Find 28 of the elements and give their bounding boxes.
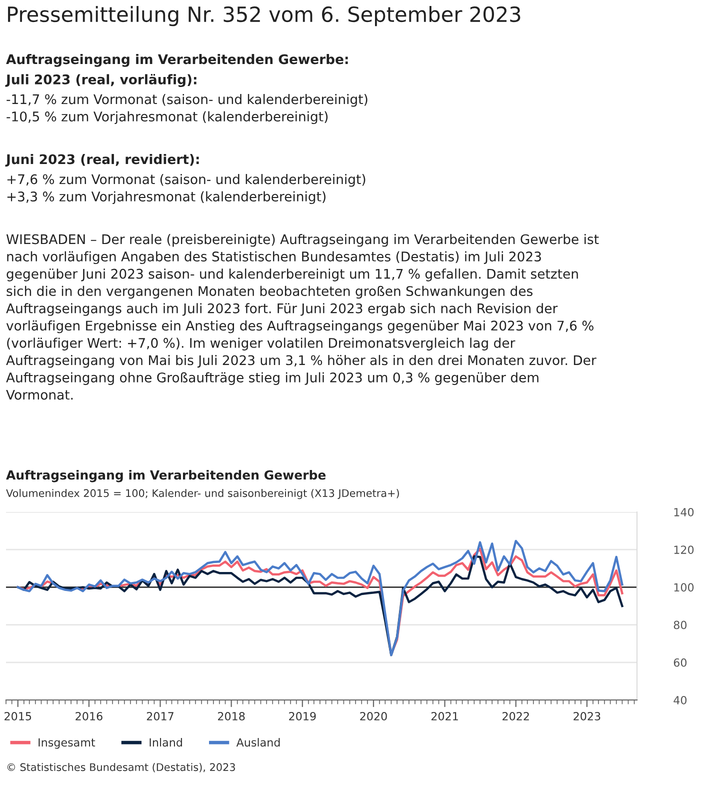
x-tick-label: 2015: [4, 712, 32, 720]
y-tick-label: 100: [674, 583, 694, 592]
legend-label: Insgesamt: [38, 738, 96, 749]
x-tick-label: 2020: [360, 712, 387, 720]
x-tick-label: 2018: [218, 712, 245, 720]
legend-label: Ausland: [236, 738, 280, 747]
y-tick-label: 140: [674, 508, 694, 516]
text: WIESBADEN – Der reale (preisbereinigte) Auftragseingang im Verarbeitenden Gewerbe ist nach vorläufigen Angaben des Statistischen Bundesamtes (Destatis) im Juli 2023 gegenüber Juni 2023 saison- und kalenderbereinigt um 11,7 % gefallen. Damit setzten sich die in den vergangenen Monaten beobachteten großen Schwankungen des Auftragseingangs auch im Juli 2023 fort. Für Juni 2023 ergab sich nach Revision der vorläufigen Ergebnisse ein Anstieg des Auftragseingangs gegenüber Mai 2023 von 7,6 % (vorläufiger Wert: +7,0 %). Im weniger volatilen Dreimonatsvergleich lag der Auftragseingang von Mai bis Juli 2023 um 3,1 % höher als in den drei Monaten zuvor. Der Auftragseingang ohne Großaufträge stieg im Juli 2023 um 0,3 % gegenüber dem Vormonat.: [6, 234, 599, 400]
x-tick-label: 2022: [502, 712, 529, 720]
text: Pressemitteilung Nr. 352 vom 6. September 2023: [8, 6, 520, 26]
text: Juli 2023 (real, vorläufig):: [5, 74, 196, 88]
x-tick-label: 2017: [146, 712, 174, 720]
y-tick-label: 60: [674, 658, 687, 667]
legend-label: Inland: [150, 738, 182, 747]
x-tick-label: 2021: [431, 712, 458, 720]
text: Juni 2023 (real, revidiert):: [5, 154, 199, 167]
y-tick-label: 80: [674, 620, 687, 630]
text: +7,6 % zum Vormonat (saison- und kalenderbereinigt) +3,3 % zum Vorjahresmonat (kalenderbereinigt): [7, 174, 366, 204]
x-tick-label: 2016: [76, 712, 102, 720]
chart-title: Auftragseingang im Verarbeitenden Gewerbe: [6, 470, 326, 482]
text: © Statistisches Bundesamt (Destatis), 2023: [7, 763, 235, 772]
x-tick-label: 2019: [289, 712, 316, 720]
y-tick-label: 120: [674, 546, 694, 554]
y-tick-label: 40: [674, 696, 687, 704]
text: -11,7 % zum Vormonat (saison- und kalenderbereinigt) -10,5 % zum Vorjahresmonat (kalenderbereinigt): [6, 94, 368, 124]
chart-subtitle: Volumenindex 2015 = 100; Kalender- und saisonbereinigt (X13 JDemetra+): [6, 489, 399, 500]
x-tick-label: 2023: [574, 712, 600, 720]
text: Auftragseingang im Verarbeitenden Gewerbe:: [6, 54, 348, 67]
